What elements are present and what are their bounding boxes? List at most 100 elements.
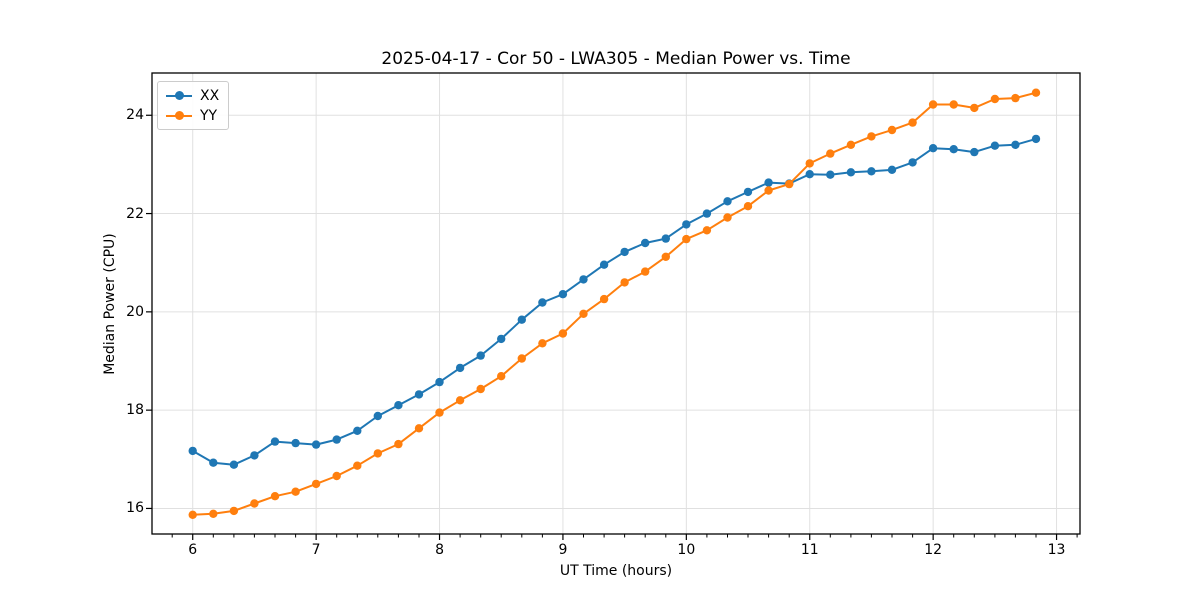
x-axis-label: UT Time (hours) bbox=[559, 563, 673, 579]
xx-data-point bbox=[353, 426, 362, 435]
yy-data-point bbox=[908, 118, 917, 127]
legend-item-yy: YY bbox=[166, 107, 219, 124]
y-tick-label: 22 bbox=[126, 205, 144, 222]
y-tick-label: 24 bbox=[126, 107, 144, 124]
yy-data-point bbox=[620, 278, 629, 287]
yy-data-point bbox=[229, 506, 239, 516]
xx-data-point bbox=[209, 458, 218, 467]
xx-data-point bbox=[414, 390, 424, 399]
xx-data-point bbox=[887, 165, 897, 174]
xx-data-point bbox=[1031, 134, 1041, 144]
xx-data-point bbox=[394, 401, 403, 410]
yy-series-line bbox=[192, 91, 1037, 516]
yy-data-point bbox=[538, 339, 547, 348]
yy-data-point bbox=[785, 179, 794, 189]
yy-data-point bbox=[867, 132, 876, 141]
xx-data-point bbox=[188, 446, 197, 456]
xx-data-point bbox=[846, 168, 856, 177]
yy-data-point bbox=[805, 159, 814, 168]
yy-data-point bbox=[332, 471, 341, 481]
yy-data-point bbox=[250, 499, 259, 508]
yy-data-point bbox=[764, 186, 773, 195]
yy-data-point bbox=[599, 294, 609, 304]
xx-data-point bbox=[291, 438, 300, 448]
xx-data-point bbox=[311, 440, 321, 449]
xx-data-point bbox=[250, 451, 259, 460]
yy-series-swatch-icon bbox=[166, 111, 192, 120]
xx-data-point bbox=[599, 260, 609, 269]
y-tick-label: 18 bbox=[126, 402, 144, 419]
yy-data-point bbox=[414, 424, 424, 433]
yy-data-point bbox=[661, 252, 670, 261]
xx-data-point bbox=[476, 351, 485, 360]
yy-data-point bbox=[949, 100, 958, 109]
y-tick-label: 20 bbox=[126, 303, 144, 320]
xx-data-point bbox=[270, 437, 280, 446]
xx-series-swatch-icon bbox=[166, 91, 192, 100]
xx-data-point bbox=[229, 460, 239, 469]
legend-label-yy: YY bbox=[200, 107, 218, 124]
xx-data-point bbox=[620, 247, 629, 257]
xx-data-point bbox=[538, 298, 547, 307]
xx-data-point bbox=[455, 363, 465, 373]
xx-data-point bbox=[970, 147, 979, 157]
xx-data-point bbox=[743, 187, 753, 197]
xx-data-point bbox=[641, 238, 650, 248]
yy-data-point bbox=[394, 439, 403, 449]
yy-data-point bbox=[373, 449, 382, 458]
yy-data-point bbox=[517, 354, 526, 363]
xx-data-point bbox=[867, 167, 876, 176]
yy-data-point bbox=[826, 149, 835, 158]
yy-data-point bbox=[209, 509, 218, 518]
xx-series-line bbox=[192, 137, 1037, 466]
x-tick-label: 13 bbox=[1047, 542, 1066, 558]
yy-data-point bbox=[1011, 93, 1020, 103]
x-tick-label: 12 bbox=[924, 542, 943, 558]
x-tick-label: 8 bbox=[435, 542, 444, 558]
xx-data-point bbox=[764, 178, 773, 187]
yy-data-point bbox=[455, 396, 465, 405]
xx-data-point bbox=[435, 377, 444, 387]
xx-data-point bbox=[579, 275, 588, 284]
yy-data-point bbox=[990, 94, 1000, 104]
yy-data-point bbox=[579, 309, 588, 318]
yy-data-point bbox=[887, 125, 897, 135]
chart-title: 2025-04-17 - Cor 50 - LWA305 - Median Po… bbox=[381, 49, 851, 69]
xx-data-point bbox=[558, 290, 568, 299]
xx-data-point bbox=[517, 315, 526, 324]
yy-data-point bbox=[846, 140, 856, 149]
yy-data-point bbox=[270, 492, 280, 501]
yy-data-point bbox=[311, 479, 321, 489]
xx-data-point bbox=[949, 145, 958, 154]
y-tick-label: 16 bbox=[126, 500, 144, 517]
x-tick-label: 11 bbox=[800, 542, 819, 558]
xx-data-point bbox=[332, 435, 341, 444]
xx-data-point bbox=[826, 170, 835, 179]
yy-data-point bbox=[970, 103, 979, 113]
yy-data-point bbox=[743, 202, 753, 211]
xx-data-point bbox=[928, 144, 938, 153]
yy-data-point bbox=[682, 234, 691, 244]
yy-data-point bbox=[1031, 88, 1041, 97]
yy-data-point bbox=[291, 487, 300, 496]
yy-data-point bbox=[188, 510, 197, 519]
yy-data-point bbox=[723, 213, 732, 222]
xx-data-point bbox=[990, 141, 1000, 150]
xx-data-point bbox=[661, 234, 670, 243]
yy-data-point bbox=[702, 226, 712, 235]
yy-data-point bbox=[353, 461, 362, 470]
yy-data-point bbox=[435, 408, 444, 417]
yy-data-point bbox=[928, 100, 938, 109]
yy-data-point bbox=[497, 372, 506, 381]
x-tick-label: 7 bbox=[311, 542, 321, 558]
yy-data-point bbox=[641, 267, 650, 276]
x-tick-label: 9 bbox=[558, 542, 568, 558]
xx-data-point bbox=[682, 220, 691, 229]
yy-data-point bbox=[476, 384, 485, 394]
xx-data-point bbox=[1011, 140, 1020, 149]
yy-data-point bbox=[558, 329, 568, 338]
x-tick-label: 6 bbox=[188, 542, 198, 558]
xx-data-point bbox=[723, 197, 732, 206]
